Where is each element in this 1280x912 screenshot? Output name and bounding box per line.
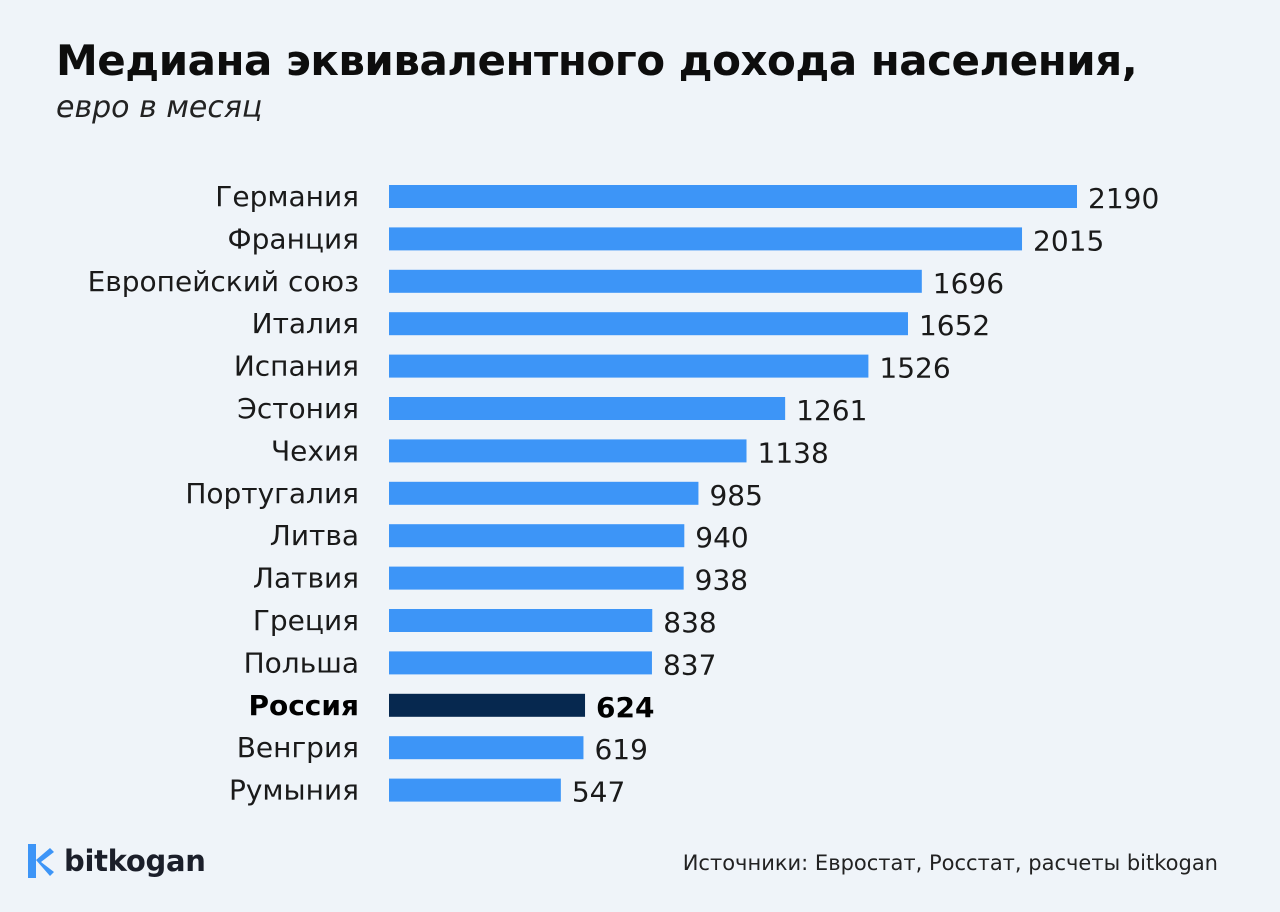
category-label: Германия <box>215 180 359 213</box>
bar-9 <box>389 524 685 548</box>
value-label: 940 <box>695 521 748 554</box>
category-label: Польша <box>244 646 359 679</box>
category-label: Латвия <box>253 562 359 595</box>
category-label: Греция <box>253 604 359 637</box>
bar-11 <box>389 609 653 632</box>
bitkogan-logo-icon <box>28 844 54 878</box>
category-label: Португалия <box>185 477 359 510</box>
category-label: Европейский союз <box>88 265 359 298</box>
bar-3 <box>389 269 922 293</box>
value-label: 2190 <box>1088 182 1159 215</box>
category-label: Литва <box>270 519 359 552</box>
value-label: 1696 <box>933 267 1004 300</box>
bar-15 <box>389 778 561 802</box>
category-label: Румыния <box>229 774 359 807</box>
value-label: 619 <box>594 733 647 766</box>
source-note: Источники: Евростат, Росстат, расчеты bi… <box>682 851 1218 875</box>
value-label: 1138 <box>758 436 829 469</box>
value-label: 2015 <box>1033 224 1104 257</box>
bar-2 <box>389 227 1023 251</box>
brand-name: bitkogan <box>64 844 206 878</box>
bar-10 <box>389 566 684 590</box>
value-label: 624 <box>596 691 654 724</box>
bar-4 <box>389 312 908 336</box>
value-label: 985 <box>709 479 762 512</box>
category-label: Россия <box>248 689 359 722</box>
value-label: 838 <box>663 606 716 639</box>
value-label: 547 <box>572 776 625 809</box>
value-label: 1652 <box>919 309 990 342</box>
bar-8 <box>389 481 699 505</box>
bar-13 <box>389 693 586 717</box>
category-label: Венгрия <box>237 731 359 764</box>
bar-7 <box>389 439 747 463</box>
category-label: Эстония <box>237 392 359 425</box>
value-label: 837 <box>663 648 716 681</box>
value-label: 1526 <box>879 352 950 385</box>
value-label: 938 <box>695 564 748 597</box>
brand: bitkogan <box>26 842 206 880</box>
category-label: Франция <box>228 222 359 255</box>
category-label: Италия <box>252 307 359 340</box>
category-label: Испания <box>234 350 359 383</box>
chart-subtitle: евро в месяц <box>56 90 263 125</box>
value-label: 1261 <box>796 394 867 427</box>
bar-chart: Германия 2190 Франция 2015 Европейский союз 1… <box>88 180 1160 809</box>
bar-12 <box>389 651 652 675</box>
bar-6 <box>389 397 786 420</box>
bar-14 <box>389 736 584 760</box>
bar-1 <box>389 185 1077 208</box>
bar-5 <box>389 354 869 378</box>
chart-title: Медиана эквивалентного дохода населения, <box>56 36 1138 85</box>
category-label: Чехия <box>271 434 359 467</box>
